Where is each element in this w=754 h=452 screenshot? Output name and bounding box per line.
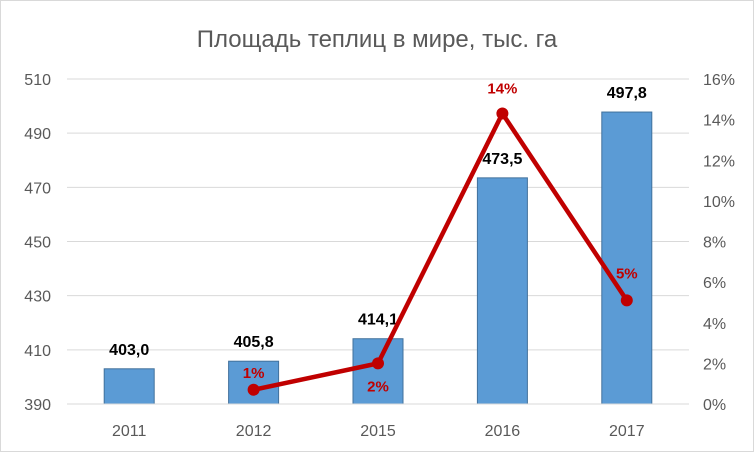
x-tick-label: 2017: [609, 423, 645, 440]
right-y-tick-label: 16%: [703, 72, 735, 89]
left-y-tick-label: 490: [24, 126, 51, 143]
bar: [103, 368, 155, 405]
gridlines: [67, 78, 689, 351]
bar: [352, 338, 404, 405]
chart-title: Площадь теплиц в мире, тыс. га: [197, 26, 558, 53]
right-y-tick-label: 2%: [703, 356, 726, 373]
x-tick-label: 2015: [360, 423, 396, 440]
left-y-tick-label: 450: [24, 235, 51, 252]
bar-data-label: 497,8: [607, 85, 647, 102]
line-point: [372, 357, 384, 370]
right-y-tick-label: 6%: [703, 275, 726, 292]
line-point: [496, 107, 509, 120]
left-y-tick-label: 470: [24, 180, 51, 197]
line-data-label: 1%: [243, 365, 265, 382]
left-y-axis: 390 410 430 450 470 490 510: [24, 72, 51, 414]
bar-data-label: 405,8: [234, 334, 274, 351]
right-y-tick-label: 4%: [703, 316, 726, 333]
right-y-tick-label: 8%: [703, 235, 726, 252]
left-y-tick-label: 410: [24, 343, 51, 360]
line-point: [247, 383, 260, 396]
line-data-label: 2%: [367, 378, 389, 395]
bar: [476, 177, 528, 405]
bar: [601, 111, 653, 405]
x-tick-label: 2011: [112, 423, 147, 440]
bar-data-label: 414,1: [358, 312, 398, 329]
bar-data-label: 403,0: [109, 342, 149, 359]
right-y-tick-label: 10%: [703, 194, 735, 211]
left-y-tick-label: 390: [24, 397, 51, 414]
right-y-tick-label: 12%: [703, 153, 735, 170]
line-data-label: 5%: [616, 265, 638, 282]
right-y-axis: 0% 2% 4% 6% 8% 10% 12% 14% 16%: [703, 72, 735, 414]
left-y-tick-label: 430: [24, 289, 51, 306]
line-data-label: 14%: [487, 81, 517, 98]
line-point: [620, 294, 633, 307]
right-y-tick-label: 0%: [703, 397, 726, 414]
bar: [228, 360, 280, 405]
x-axis: 2011 2012 2015 2016 2017: [67, 403, 689, 440]
left-y-tick-label: 510: [24, 72, 51, 89]
x-tick-label: 2016: [485, 423, 521, 440]
growth-line: [251, 111, 630, 393]
x-tick-label: 2012: [236, 423, 272, 440]
bar-data-label: 473,5: [482, 151, 522, 168]
growth-line-series: 1% 2% 14% 5%: [243, 81, 638, 396]
bar-series: 403,0 405,8 414,1 473,5 497,8: [103, 85, 653, 405]
right-y-tick-label: 14%: [703, 113, 735, 130]
